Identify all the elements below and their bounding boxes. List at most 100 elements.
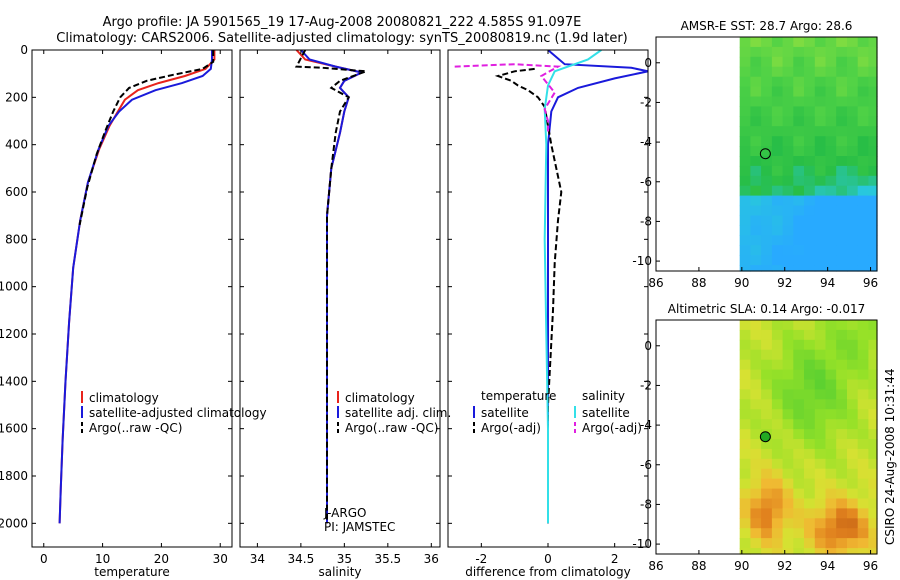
temperature-xtick-label: 20	[154, 552, 169, 566]
amsre-sst-cell	[793, 37, 805, 48]
amsre-sst-cell	[782, 265, 794, 272]
amsre-sst-cell	[868, 165, 878, 177]
amsre-sst-cell	[761, 235, 773, 246]
altimetric-sla-cell	[782, 498, 794, 509]
temperature-legend-blue-label: satellite-adjusted climatology	[89, 406, 267, 420]
amsre-sst-cell	[804, 76, 816, 88]
altimetric-sla-cell	[836, 389, 848, 400]
altimetric-sla-cell	[825, 448, 837, 460]
amsre-sst-cell	[825, 126, 837, 137]
altimetric-sla-cell	[814, 339, 827, 351]
amsre-sst-cell	[814, 235, 827, 246]
amsre-sst-cell	[804, 156, 816, 167]
difference-xtick-label: -2	[475, 552, 487, 566]
amsre-sst-cell	[836, 136, 848, 147]
difference-legend-sal-argo-label: Argo(-adj)	[582, 421, 642, 435]
amsre-sst-cell	[761, 215, 773, 226]
amsre-sst-cell	[782, 46, 794, 58]
difference-series-black-line	[494, 67, 563, 524]
amsre-sst-cell	[750, 215, 762, 226]
altimetric-sla-cell	[739, 329, 751, 341]
altimetric-sla-cell	[771, 528, 784, 539]
amsre-sst-cell	[836, 205, 848, 217]
amsre-sst-cell	[750, 86, 762, 98]
altimetric-sla-cell	[782, 359, 794, 371]
altimetric-sla-cell	[857, 478, 869, 490]
altimetric-sla-title: Altimetric SLA: 0.14 Argo: -0.017	[668, 302, 865, 316]
amsre-sst-cell	[739, 66, 751, 78]
amsre-sst-cell	[804, 175, 816, 187]
altimetric-sla-cell	[857, 448, 869, 460]
altimetric-sla-cell	[847, 409, 859, 420]
amsre-sst-cell	[782, 66, 794, 78]
altimetric-sla-cell	[739, 320, 751, 331]
amsre-sst-cell	[868, 225, 878, 236]
amsre-sst-cell	[739, 116, 751, 127]
amsre-sst-cell	[739, 146, 751, 157]
altimetric-sla-ytick-label: -6	[640, 458, 652, 472]
altimetric-sla-map-frame	[655, 319, 878, 555]
amsre-sst-cell	[804, 106, 816, 117]
amsre-sst-cell	[857, 235, 869, 246]
altimetric-sla-cell	[857, 389, 869, 400]
amsre-sst-cell	[857, 225, 869, 236]
amsre-sst-cell	[750, 156, 762, 167]
amsre-sst-cell	[771, 255, 784, 266]
altimetric-sla-cell	[739, 439, 751, 450]
amsre-sst-cell	[814, 37, 827, 48]
amsre-sst-cell	[868, 106, 878, 117]
altimetric-sla-cell	[836, 538, 848, 549]
amsre-sst-cell	[782, 126, 794, 137]
amsre-sst-cell	[847, 195, 859, 207]
amsre-sst-cell	[857, 56, 869, 68]
amsre-sst-xtick-label: 90	[734, 276, 749, 290]
altimetric-sla-cell	[814, 498, 827, 509]
altimetric-sla-cell	[836, 320, 848, 331]
altimetric-sla-cell	[814, 359, 827, 371]
amsre-sst-cell	[825, 255, 837, 266]
altimetric-sla-cell	[868, 439, 878, 450]
altimetric-sla-cell	[782, 409, 794, 420]
amsre-sst-cell	[761, 37, 773, 48]
amsre-sst-cell	[761, 255, 773, 266]
amsre-sst-cell	[836, 56, 848, 68]
amsre-sst-cell	[857, 156, 869, 167]
altimetric-sla-cell	[847, 389, 859, 400]
amsre-sst-cell	[771, 106, 784, 117]
altimetric-sla-cell	[804, 369, 816, 381]
altimetric-sla-cell	[750, 359, 762, 371]
altimetric-sla-cell	[739, 548, 751, 555]
amsre-sst-cell	[793, 215, 805, 226]
amsre-sst-cell	[793, 116, 805, 127]
altimetric-sla-cell	[782, 548, 794, 555]
amsre-sst-cell	[804, 265, 816, 272]
amsre-sst-cell	[825, 245, 837, 256]
amsre-sst-cell	[868, 175, 878, 187]
altimetric-sla-cell	[868, 429, 878, 440]
altimetric-sla-cell	[761, 349, 773, 361]
altimetric-sla-ytick-label: -4	[640, 418, 652, 432]
altimetric-sla-cell	[771, 419, 784, 430]
altimetric-sla-xtick-label: 90	[734, 559, 749, 573]
depth-ytick-label: 1200	[0, 327, 28, 341]
salinity-legend-blue-label: satellite adj. clim.	[345, 406, 451, 420]
altimetric-sla-cell	[814, 508, 827, 519]
altimetric-sla-cell	[847, 508, 859, 519]
amsre-sst-cell	[739, 205, 751, 217]
amsre-sst-cell	[825, 265, 837, 272]
amsre-sst-cell	[804, 245, 816, 256]
altimetric-sla-cell	[793, 409, 805, 420]
altimetric-sla-cell	[761, 478, 773, 490]
amsre-sst-cell	[782, 235, 794, 246]
amsre-sst-cell	[793, 245, 805, 256]
amsre-sst-cell	[868, 136, 878, 147]
altimetric-sla-cell	[761, 329, 773, 341]
altimetric-sla-cell	[868, 518, 878, 529]
amsre-sst-cell	[750, 165, 762, 177]
salinity-xtick-label: 34.5	[288, 552, 315, 566]
amsre-sst-cell	[793, 136, 805, 147]
amsre-sst-cell	[761, 156, 773, 167]
salinity-series-black-line	[294, 50, 367, 524]
amsre-sst-cell	[857, 106, 869, 117]
salinity-legend-red-label: climatology	[345, 391, 415, 405]
